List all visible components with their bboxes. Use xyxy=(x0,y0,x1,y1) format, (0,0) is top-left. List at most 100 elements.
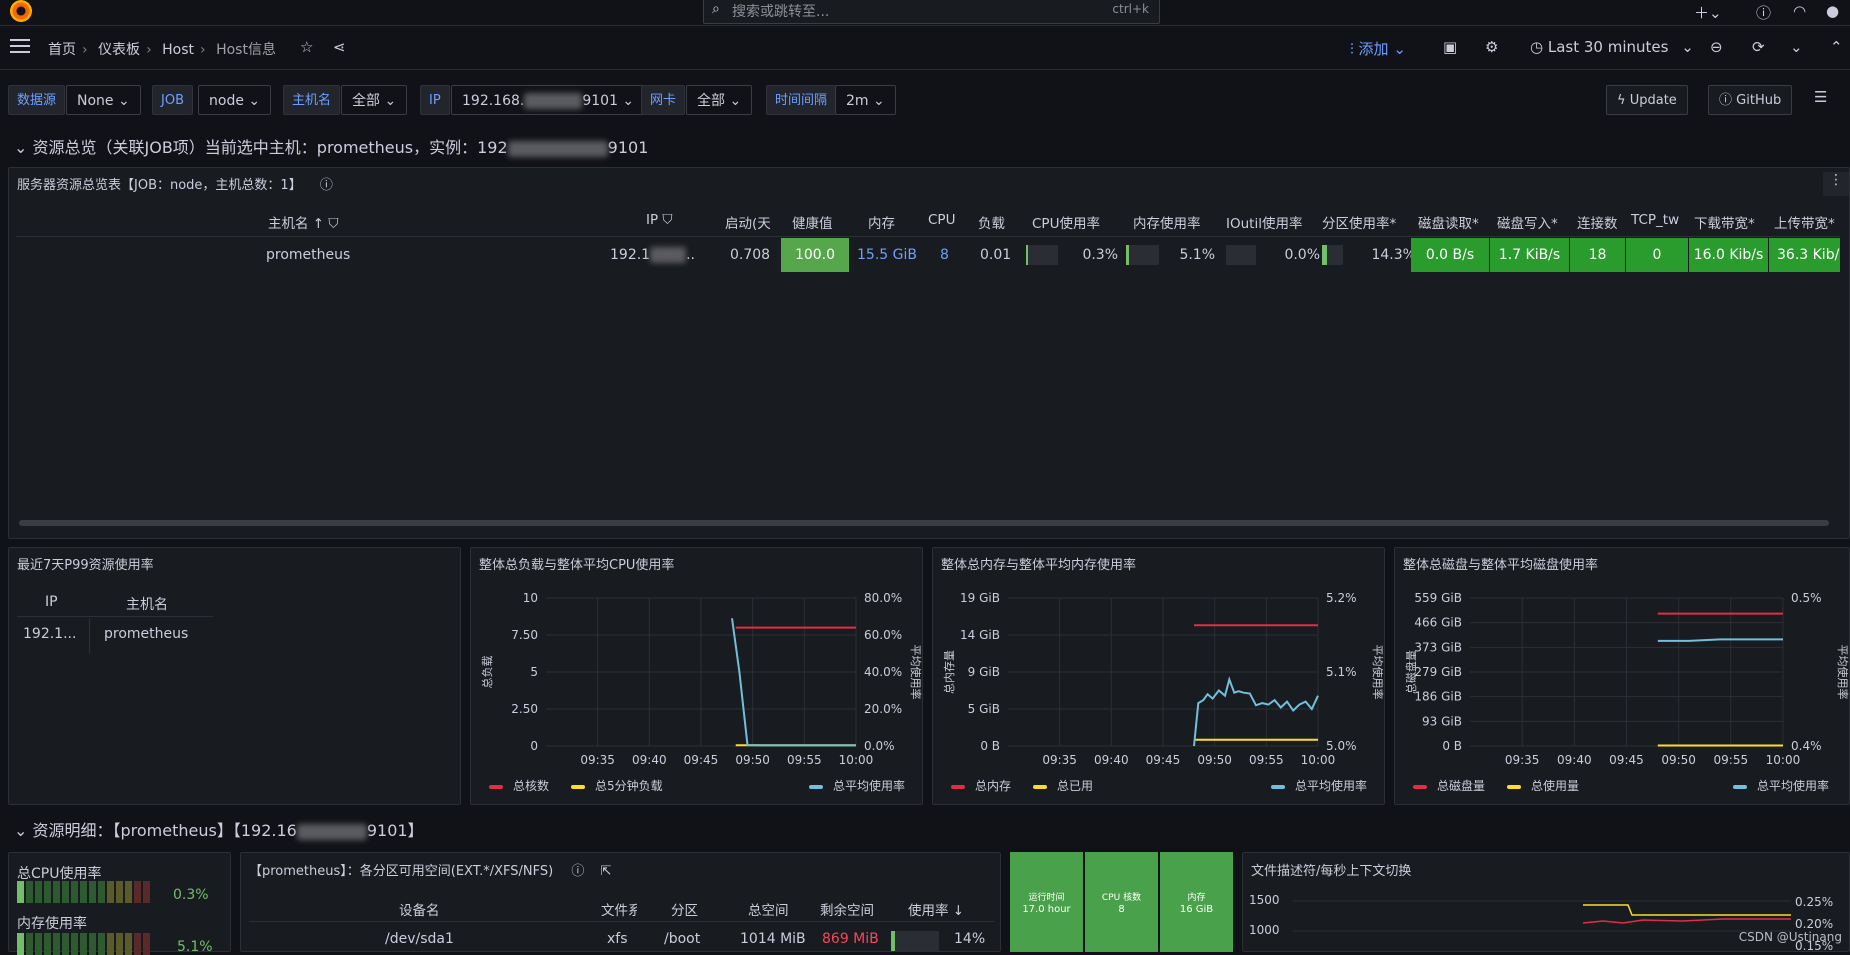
star-icon[interactable]: ☆ xyxy=(300,38,313,56)
y2-tick-label: 0.4% xyxy=(1791,739,1822,753)
update-button[interactable]: ϟ Update xyxy=(1606,85,1688,115)
p99-col-host[interactable]: 主机名 xyxy=(126,594,168,614)
filter-icon[interactable]: ⛉ xyxy=(328,216,338,232)
col-mount[interactable]: 分区 xyxy=(671,899,698,919)
cell-uptime: 0.708 xyxy=(730,240,770,270)
avatar[interactable]: ● xyxy=(1826,2,1839,20)
col-disk-write[interactable]: 磁盘写入* xyxy=(1497,212,1558,232)
x-tick-label: 09:50 xyxy=(735,753,770,767)
legend-swatch-yellow xyxy=(571,785,585,789)
ip-select[interactable]: 192.168.9101 ⌄ xyxy=(451,85,645,115)
info-icon[interactable]: ⓘ xyxy=(571,864,584,879)
refresh-icon[interactable]: ⟳ xyxy=(1752,38,1765,56)
p99-col-ip[interactable]: IP xyxy=(45,594,58,610)
legend-item[interactable]: 总平均使用率 xyxy=(1733,777,1829,794)
col-down[interactable]: 下载带宽* xyxy=(1694,212,1755,232)
col-ip[interactable]: IP ⛉ xyxy=(646,212,673,228)
legend-label: 总平均使用率 xyxy=(1295,779,1367,793)
x-tick-label: 09:55 xyxy=(787,753,822,767)
breadcrumb-dashboards[interactable]: 仪表板 xyxy=(98,42,140,58)
plus-icon[interactable]: ＋⌄ xyxy=(1694,2,1722,23)
col-uptime[interactable]: 启动(天 xyxy=(725,212,771,232)
panel-menu-icon[interactable]: ⋮ xyxy=(1823,172,1849,196)
gear-icon[interactable]: ⚙ xyxy=(1485,38,1498,56)
col-usage[interactable]: 使用率 ↓ xyxy=(908,899,964,919)
breadcrumb-home[interactable]: 首页 xyxy=(48,42,76,58)
col-health[interactable]: 健康值 xyxy=(792,212,833,232)
search-input[interactable]: 搜索或跳转至... xyxy=(732,1,829,21)
legend-item[interactable]: 总磁盘量 xyxy=(1413,777,1485,794)
gauge-segment xyxy=(143,933,150,955)
host-value: 全部 xyxy=(352,93,380,109)
help-icon[interactable]: ⓘ xyxy=(1756,2,1771,23)
github-button[interactable]: ⓘ GitHub xyxy=(1708,85,1792,115)
legend-item[interactable]: 总5分钟负载 xyxy=(571,777,663,794)
redacted-blur xyxy=(508,141,608,157)
menu-icon[interactable] xyxy=(10,39,30,53)
legend-item[interactable]: 总使用量 xyxy=(1507,777,1579,794)
col-part-use[interactable]: 分区使用率* xyxy=(1322,212,1396,232)
rss-icon[interactable]: ◠ xyxy=(1793,2,1806,20)
col-mem-use[interactable]: 内存使用率 xyxy=(1133,212,1201,232)
collapse-icon[interactable]: ⌃ xyxy=(1830,38,1843,56)
col-device[interactable]: 设备名 xyxy=(399,899,440,919)
gauge-segment xyxy=(116,933,123,955)
mem-use-label: 内存使用率 xyxy=(17,913,87,933)
breadcrumb-folder[interactable]: Host xyxy=(162,42,194,58)
host-select[interactable]: 全部 ⌄ xyxy=(341,85,407,115)
stat-label: 运行时间 xyxy=(1010,892,1083,904)
col-fs[interactable]: 文件系 xyxy=(601,899,637,919)
interval-select[interactable]: 2m ⌄ xyxy=(835,85,896,115)
col-hostname[interactable]: 主机名 ↑ ⛉ xyxy=(268,212,339,232)
horizontal-scrollbar[interactable] xyxy=(19,520,1829,526)
col-up[interactable]: 上传带宽* xyxy=(1774,212,1835,232)
y2-tick-label: 5.2% xyxy=(1326,591,1357,605)
col-load[interactable]: 负载 xyxy=(978,212,1005,232)
cell-cpu-use: 0.3% xyxy=(1026,240,1118,270)
col-tcp-tw[interactable]: TCP_tw xyxy=(1631,212,1679,228)
gauge-segment xyxy=(35,881,42,903)
dashboard-menu-icon[interactable]: ☰ xyxy=(1814,88,1827,106)
nic-select[interactable]: 全部 ⌄ xyxy=(686,85,752,115)
grafana-logo-icon[interactable] xyxy=(10,0,32,22)
y-tick-label: 186 GiB xyxy=(1414,690,1462,704)
legend-item[interactable]: 总核数 xyxy=(489,777,549,794)
legend-item[interactable]: 总内存 xyxy=(951,777,1011,794)
col-total[interactable]: 总空间 xyxy=(748,899,789,919)
save-icon[interactable]: ▣ xyxy=(1443,38,1457,56)
y-tick-label: 559 GiB xyxy=(1414,591,1462,605)
gauge-segment xyxy=(134,881,141,903)
add-button[interactable]: ⫶ 添加 ⌄ xyxy=(1350,38,1406,59)
legend-label: 总核数 xyxy=(513,779,549,793)
share-icon[interactable]: ⋖ xyxy=(333,38,346,56)
external-link-icon[interactable]: ⇱ xyxy=(601,864,612,879)
clock-icon: ◷ xyxy=(1530,38,1543,56)
time-picker[interactable]: ◷ Last 30 minutes ⌄ xyxy=(1530,38,1694,56)
col-io-use[interactable]: IOutil使用率 xyxy=(1226,212,1302,232)
legend-item[interactable]: 总平均使用率 xyxy=(809,777,905,794)
col-free[interactable]: 剩余空间 xyxy=(820,899,874,919)
refresh-interval-chevron-icon[interactable]: ⌄ xyxy=(1790,38,1803,56)
datasource-select[interactable]: None ⌄ xyxy=(66,85,141,115)
cell-ip: 192.1.. xyxy=(610,240,695,270)
legend-item[interactable]: 总已用 xyxy=(1033,777,1093,794)
job-select[interactable]: node ⌄ xyxy=(198,85,271,115)
info-icon[interactable]: ⓘ xyxy=(320,178,333,193)
col-mem[interactable]: 内存 xyxy=(868,212,895,232)
time-range: Last 30 minutes xyxy=(1548,38,1669,56)
col-cpu[interactable]: CPU xyxy=(928,212,955,228)
col-disk-read[interactable]: 磁盘读取* xyxy=(1418,212,1479,232)
col-conn[interactable]: 连接数 xyxy=(1577,212,1618,232)
gauge-segment xyxy=(98,933,105,955)
col-cpu-use[interactable]: CPU使用率 xyxy=(1032,212,1100,232)
zoom-out-icon[interactable]: ⊖ xyxy=(1710,38,1723,56)
load-cpu-chart[interactable]: 107.5052.50080.0%60.0%40.0%20.0%0.0%09:3… xyxy=(471,548,924,806)
legend-item[interactable]: 总平均使用率 xyxy=(1271,777,1367,794)
search-box[interactable]: ⌕ 搜索或跳转至... ctrl+k xyxy=(703,0,1160,24)
filter-icon[interactable]: ⛉ xyxy=(662,212,672,228)
